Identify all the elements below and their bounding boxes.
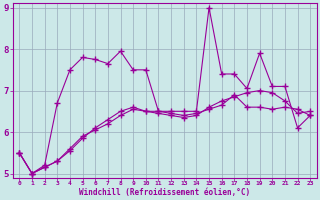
X-axis label: Windchill (Refroidissement éolien,°C): Windchill (Refroidissement éolien,°C) [79,188,250,197]
